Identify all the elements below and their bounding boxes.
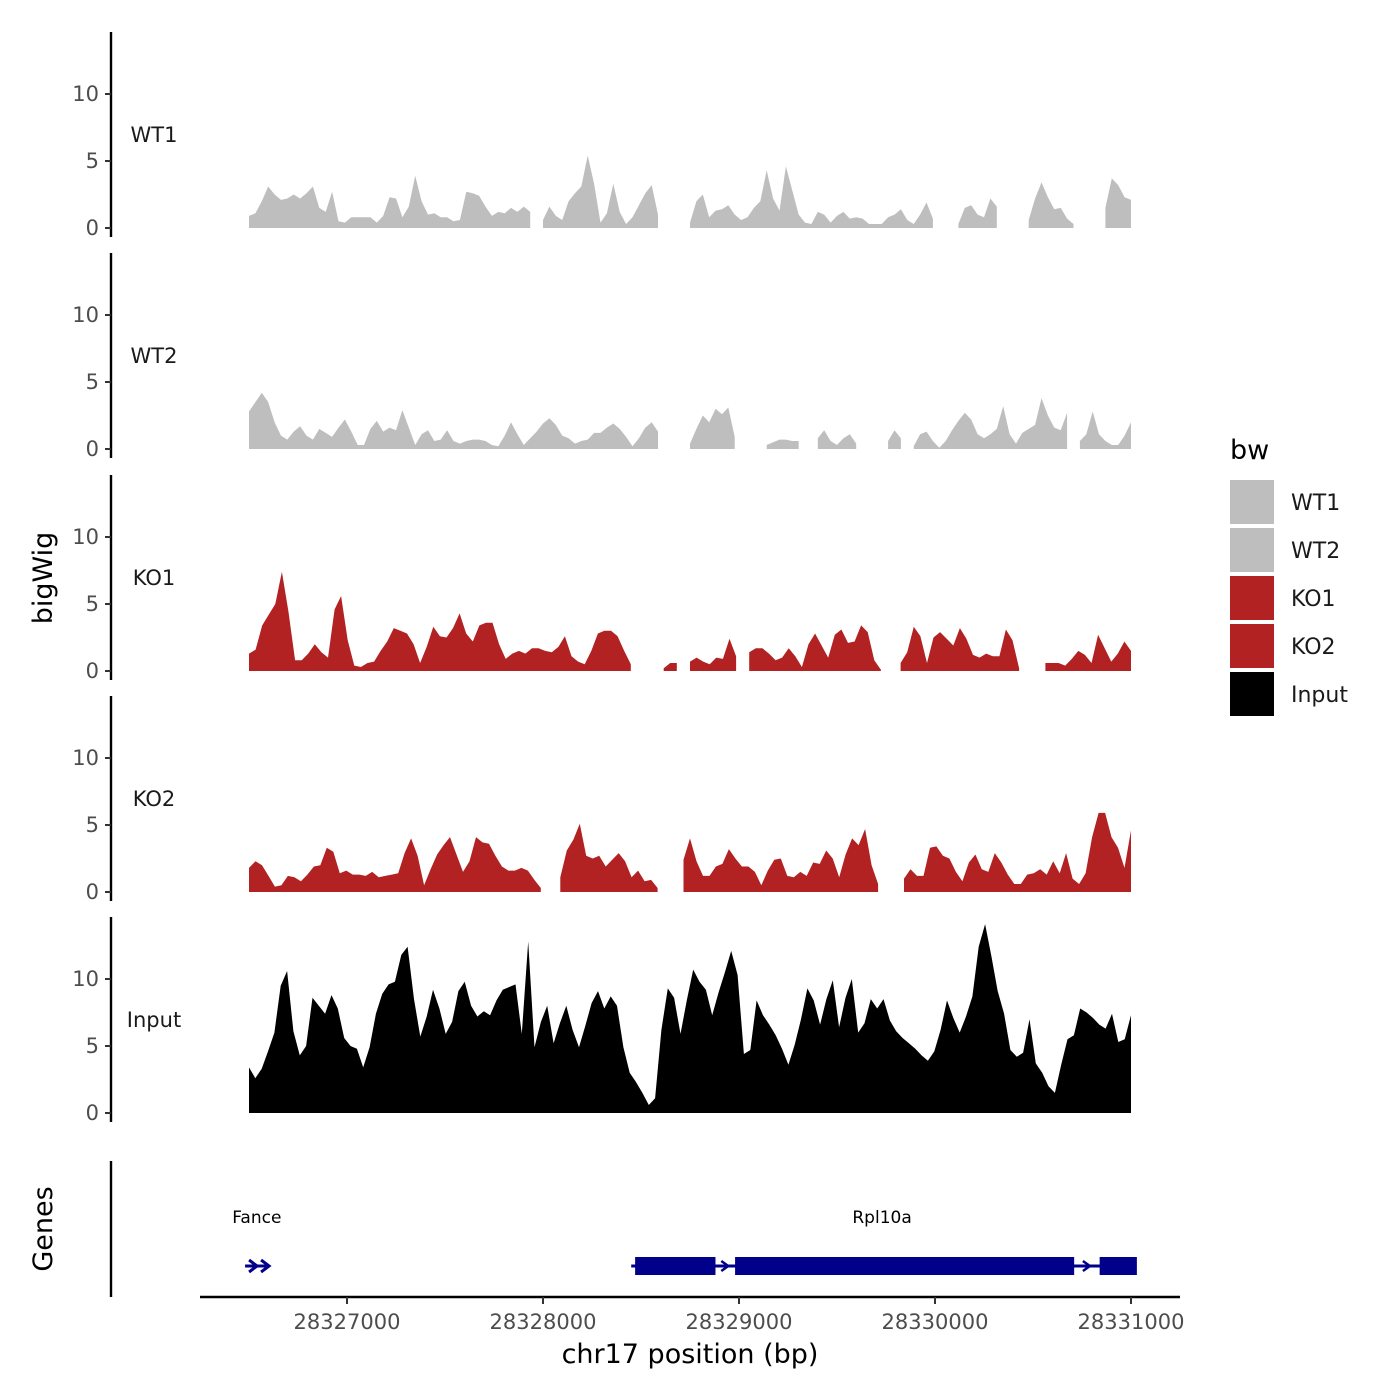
- track-panel-input: 0 5 10 Input: [72, 917, 1131, 1125]
- genes-panel: Rpl10a Fance: [109, 1161, 1137, 1297]
- x-axis-title: chr17 position (bp): [562, 1339, 819, 1370]
- legend-swatch-wt1: [1230, 480, 1274, 524]
- y-tick-label: 0: [86, 437, 99, 461]
- x-tick-label: 28331000: [1078, 1310, 1185, 1334]
- area-ko1-seg-0: [249, 571, 631, 671]
- y-tick-label: 0: [86, 1101, 99, 1125]
- gene-label-rpl10a: Rpl10a: [852, 1208, 911, 1228]
- legend-swatch-input: [1230, 672, 1274, 716]
- y-tick-label: 5: [86, 592, 99, 616]
- gene-rpl10a: Rpl10a: [631, 1208, 1137, 1275]
- y-tick-label: 5: [86, 370, 99, 394]
- track-panel-wt2: 0 5 10 WT2: [72, 253, 1131, 461]
- legend-label-ko1: KO1: [1291, 587, 1336, 612]
- area-ko1-seg-5: [1045, 634, 1131, 671]
- area-input-seg-0: [249, 924, 1131, 1113]
- strand-arrow-icon: [248, 1258, 260, 1274]
- x-tick-label: 28328000: [490, 1310, 597, 1334]
- area-wt2-seg-6: [1079, 411, 1131, 449]
- area-wt1-seg-1: [543, 155, 658, 228]
- legend-label-wt2: WT2: [1291, 539, 1340, 564]
- legend-label-input: Input: [1291, 683, 1348, 708]
- y-tick-label: 5: [86, 149, 99, 173]
- area-ko2-seg-3: [904, 812, 1131, 892]
- area-wt2-seg-1: [690, 407, 735, 449]
- area-ko1-seg-2: [690, 638, 737, 671]
- track-panel-ko2: 0 5 10 KO2: [72, 696, 1131, 904]
- y-tick-label: 10: [72, 525, 99, 549]
- area-wt2-seg-2: [766, 439, 799, 449]
- y-tick-label: 0: [86, 216, 99, 240]
- x-axis: 28327000 28328000 28329000 28330000 28331000: [200, 1295, 1185, 1334]
- area-wt2-seg-5: [913, 398, 1068, 449]
- strand-arrow-icon: [720, 1259, 731, 1273]
- y-tick-label: 0: [86, 880, 99, 904]
- legend-swatch-wt2: [1230, 528, 1274, 572]
- y-tick-label: 10: [72, 967, 99, 991]
- area-ko1-seg-1: [663, 663, 677, 671]
- y-tick-label: 10: [72, 746, 99, 770]
- area-wt1-seg-4: [1028, 182, 1074, 228]
- exon-2: [1099, 1257, 1137, 1275]
- track-label-wt1: WT1: [131, 123, 178, 147]
- track-panel-wt1: 0 5 10 WT1: [72, 32, 1131, 240]
- y-tick-label: 10: [72, 303, 99, 327]
- legend-label-wt1: WT1: [1291, 491, 1340, 516]
- area-wt2-seg-0: [249, 392, 658, 449]
- legend-swatch-ko1: [1230, 576, 1274, 620]
- area-ko2-seg-0: [249, 837, 541, 892]
- genes-axis-title: Genes: [28, 1186, 59, 1271]
- y-tick-label: 5: [86, 1034, 99, 1058]
- area-ko1-seg-3: [749, 625, 881, 671]
- track-label-wt2: WT2: [131, 344, 178, 368]
- area-wt1-seg-2: [690, 166, 933, 228]
- legend-swatch-ko2: [1230, 624, 1274, 668]
- gene-fance: Fance: [232, 1208, 281, 1274]
- track-label-input: Input: [127, 1008, 181, 1032]
- y-tick-label: 10: [72, 82, 99, 106]
- y-tick-label: 0: [86, 659, 99, 683]
- area-ko2-seg-2: [683, 829, 879, 892]
- area-wt1-seg-5: [1105, 178, 1131, 228]
- bigwig-tracks: 0 5 10 WT1 0 5 10 WT2 0 5 10 KO1 0 5 10 KO2 0 5 10 Input: [72, 32, 1131, 1125]
- track-label-ko2: KO2: [133, 787, 176, 811]
- strand-arrow-icon: [260, 1258, 272, 1274]
- x-tick-label: 28327000: [294, 1310, 401, 1334]
- area-ko1-seg-4: [900, 626, 1020, 671]
- legend: bw WT1 WT2 KO1 KO2 Input: [1230, 435, 1348, 716]
- y-axis-title: bigWig: [28, 532, 59, 625]
- x-tick-label: 28329000: [686, 1310, 793, 1334]
- track-panel-ko1: 0 5 10 KO1: [72, 475, 1131, 683]
- exon-1: [735, 1257, 1075, 1275]
- legend-label-ko2: KO2: [1291, 635, 1336, 660]
- exon-0: [635, 1257, 716, 1275]
- area-wt2-seg-4: [888, 430, 901, 449]
- track-label-ko1: KO1: [133, 566, 176, 590]
- area-wt1-seg-3: [958, 198, 997, 228]
- area-wt1-seg-0: [249, 175, 531, 228]
- x-tick-label: 28330000: [882, 1310, 989, 1334]
- gene-label-fance: Fance: [232, 1208, 281, 1228]
- legend-title: bw: [1230, 435, 1269, 466]
- strand-arrow-icon: [1082, 1259, 1093, 1273]
- area-ko2-seg-1: [560, 823, 658, 892]
- y-tick-label: 5: [86, 813, 99, 837]
- area-wt2-seg-3: [817, 430, 857, 449]
